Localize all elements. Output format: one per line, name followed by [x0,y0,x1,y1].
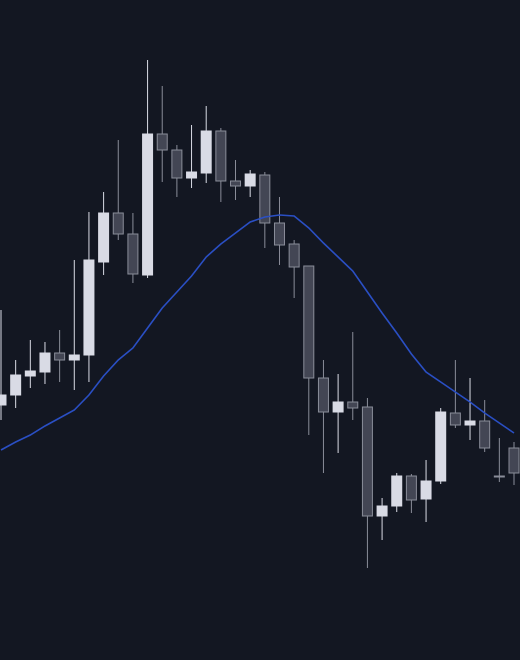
candle-body [332,401,344,413]
candle-body [156,133,168,151]
candle-body [347,401,359,409]
candle-body [273,222,285,246]
candle-body [54,352,66,361]
candle-body [142,133,154,276]
candle-body [68,354,80,361]
candle-body [0,394,7,406]
candle-body [244,173,256,187]
candle-body [288,243,300,268]
candle-body [435,411,447,482]
candle-body [391,475,403,507]
candle-body [171,149,183,179]
candle-body [464,420,476,426]
candle-body [376,505,388,517]
candle-body [420,480,432,500]
candle-body [361,406,373,517]
candle-body [127,233,139,275]
candle-body [259,174,271,224]
candle-body [303,265,315,379]
candle-body [405,475,417,501]
candle-body [200,130,212,174]
candle-body [10,374,22,396]
candle-body [508,447,520,474]
candle-body [39,352,51,373]
candle-body [83,259,95,356]
candle-body [98,212,110,263]
candle-body [215,130,227,182]
candle-body [24,370,36,377]
candle-body [112,212,124,235]
candle-body [479,420,491,449]
candle-body [186,171,198,179]
candle-body [317,377,329,413]
candle-body [449,412,461,426]
moving-average [0,214,515,451]
candle-body [493,475,505,478]
candle-body [230,180,242,187]
